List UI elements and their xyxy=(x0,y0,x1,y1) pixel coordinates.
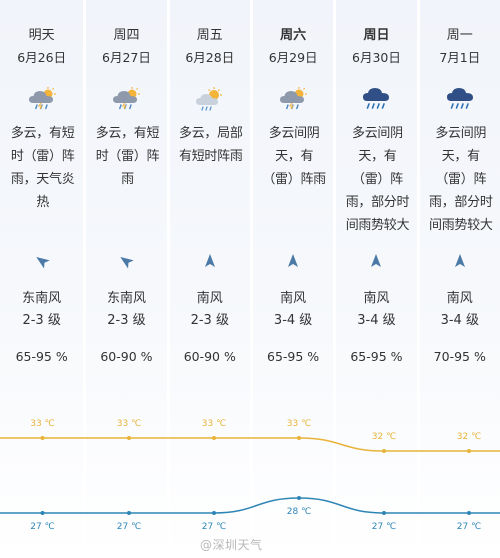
weather-description: 多云，局部有短时阵雨 xyxy=(174,122,248,168)
description-line: 时（雷）阵 xyxy=(10,149,75,164)
wind-level: 2-3 级 xyxy=(190,313,229,328)
forecast-day-column: 周一 7月1日多云间阴天，有 （雷）阵雨，部分时间雨势较大南风 3-4 级 70-95 … xyxy=(419,0,500,558)
wind-direction-icon xyxy=(452,253,468,269)
weather-description: 多云间阴天，有 （雷）阵雨 xyxy=(257,122,331,191)
watermark: @深圳天气 xyxy=(200,538,263,552)
wind-direction: 南风 xyxy=(446,291,473,306)
wind-direction-icon xyxy=(118,253,135,269)
weather-description: 多云间阴天，有 （雷）阵雨，部分时间雨势较大 xyxy=(424,122,498,237)
forecast-day-column: 周五 6月28日多云，局部有短时阵雨南风 2-3 级 60-90 % xyxy=(169,0,250,558)
humidity-range: 65-95 % xyxy=(267,349,320,364)
day-label: 明天 xyxy=(28,28,55,43)
dark-cloud-rain-icon xyxy=(445,86,475,112)
weather-description: 多云，有短时（雷）阵雨 xyxy=(90,122,164,191)
cloud-thunder-sun-icon xyxy=(27,86,57,112)
wind-direction-icon xyxy=(368,253,384,269)
description-line: 间雨势较大 xyxy=(429,218,493,233)
description-line: 多云，有短 xyxy=(10,126,75,141)
wind-direction: 南风 xyxy=(363,291,390,306)
date-label: 6月27日 xyxy=(102,50,151,65)
description-line: 雨，部分时 xyxy=(345,195,410,210)
wind-direction-icon xyxy=(34,253,50,269)
day-label: 周六 xyxy=(280,28,307,43)
description-line: （雷）阵 xyxy=(435,172,487,187)
day-label: 周四 xyxy=(113,28,140,43)
wind-direction: 东南风 xyxy=(106,291,146,306)
wind-level: 3-4 级 xyxy=(357,313,396,328)
description-line: （雷）阵 xyxy=(352,172,403,187)
wind-direction: 南风 xyxy=(196,291,223,306)
wind-level: 3-4 级 xyxy=(440,313,479,328)
description-line: 间雨势较大 xyxy=(345,218,410,233)
wind-level: 2-3 级 xyxy=(107,313,146,328)
description-line: 雨 xyxy=(121,172,134,187)
forecast-day-column: 周日 6月30日多云间阴天，有 （雷）阵雨，部分时间雨势较大南风 3-4 级 65-95… xyxy=(336,0,417,558)
day-label: 周一 xyxy=(446,28,473,43)
description-line: 热 xyxy=(36,195,50,210)
weather-description: 多云，有短时（雷）阵雨，天气炎热 xyxy=(4,122,81,214)
humidity-range: 65-95 % xyxy=(15,349,68,364)
wind-level: 3-4 级 xyxy=(273,313,313,328)
description-line: 有短时阵雨 xyxy=(179,149,243,164)
humidity-range: 60-90 % xyxy=(100,349,153,364)
day-label: 周日 xyxy=(363,28,390,43)
description-line: 天，有 xyxy=(441,149,480,164)
cloud-thunder-sun-icon xyxy=(111,86,141,112)
wind-level: 2-3 级 xyxy=(22,313,61,328)
date-label: 7月1日 xyxy=(439,50,481,65)
cloud-sun-rain-icon xyxy=(195,86,225,112)
description-line: 天，有 xyxy=(358,149,397,164)
humidity-range: 70-95 % xyxy=(433,349,486,364)
description-line: 多云间阴 xyxy=(268,126,320,141)
description-line: 时（雷）阵 xyxy=(95,149,160,164)
description-line: 天，有 xyxy=(275,149,314,164)
description-line: 雨，天气炎 xyxy=(10,172,75,187)
description-line: 多云，有短 xyxy=(95,126,160,141)
description-line: 雨，部分时 xyxy=(429,195,493,210)
dark-cloud-rain-icon xyxy=(361,86,391,112)
description-line: 多云间阴 xyxy=(352,126,403,141)
humidity-range: 60-90 % xyxy=(183,349,236,364)
date-label: 6月30日 xyxy=(352,50,401,65)
humidity-range: 65-95 % xyxy=(350,349,403,364)
description-line: 多云间阴 xyxy=(435,126,487,141)
wind-direction-icon xyxy=(202,253,218,269)
date-label: 6月28日 xyxy=(185,50,235,65)
wind-direction: 南风 xyxy=(280,291,307,306)
forecast-day-column: 周四 6月27日多云，有短时（雷）阵雨东南风 2-3 级 60-90 % xyxy=(86,0,167,558)
wind-direction: 东南风 xyxy=(22,291,62,306)
weather-description: 多云间阴天，有 （雷）阵雨，部分时间雨势较大 xyxy=(340,122,414,237)
forecast-day-column: 明天 6月26日多云，有短时（雷）阵雨，天气炎热东南风 2-3 级 65-95 % xyxy=(0,0,84,558)
cloud-thunder-sun-icon xyxy=(278,86,308,112)
forecast-day-column: 周六 6月29日多云间阴天，有 （雷）阵雨南风 3-4 级 65-95 % xyxy=(252,0,334,558)
wind-direction-icon xyxy=(285,253,301,269)
day-label: 周五 xyxy=(196,28,223,43)
description-line: 多云，局部 xyxy=(179,126,243,141)
description-line: （雷）阵雨 xyxy=(262,172,326,187)
date-label: 6月26日 xyxy=(17,50,67,65)
date-label: 6月29日 xyxy=(268,50,318,65)
